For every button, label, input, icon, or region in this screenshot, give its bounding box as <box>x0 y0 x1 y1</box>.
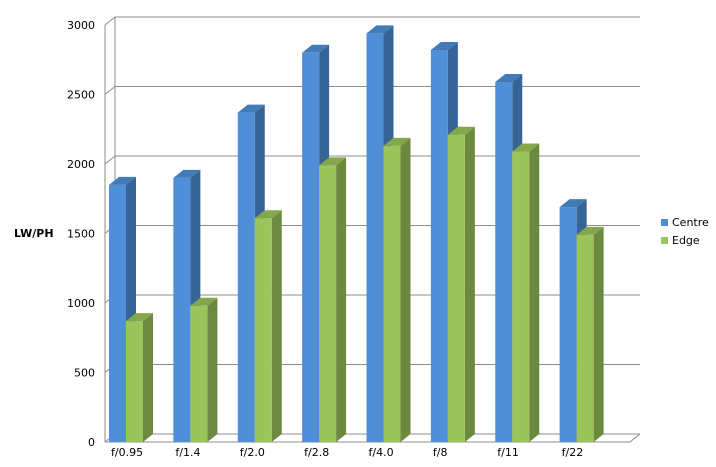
y-tick-label: 500 <box>74 367 95 380</box>
bar-front <box>447 134 465 442</box>
bar-top <box>302 44 330 53</box>
gridline-side <box>104 155 116 165</box>
bar-top <box>109 176 136 185</box>
bar-top <box>495 73 523 82</box>
bar-edge <box>512 143 540 443</box>
bar-front <box>512 151 530 443</box>
bar-top <box>190 297 218 306</box>
bar-edge <box>447 126 475 442</box>
legend-label: Centre <box>672 216 709 229</box>
bar-top <box>559 199 587 208</box>
x-tick-label: f/2.8 <box>304 446 329 459</box>
bar-top <box>237 104 265 113</box>
bar-edge <box>190 297 218 442</box>
bars <box>109 25 604 443</box>
y-tick-label: 1500 <box>67 228 95 241</box>
bar-front <box>126 321 143 442</box>
bar-edge <box>319 157 347 442</box>
bar-front <box>190 305 208 442</box>
x-tick-label: f/4.0 <box>369 446 394 459</box>
legend-swatch <box>661 219 668 226</box>
bar-front <box>109 184 126 442</box>
bar-top <box>126 313 153 322</box>
bar-edge <box>126 313 153 442</box>
bar-front <box>237 112 255 442</box>
x-tick-label: f/1.4 <box>175 446 200 459</box>
bar-side <box>271 210 282 442</box>
bar-side <box>207 297 218 442</box>
bar-edge <box>383 137 411 442</box>
bar-front <box>366 33 384 443</box>
y-axis-ticks: 0 500 1000 1500 2000 2500 3000 <box>67 19 95 449</box>
y-tick-label: 2500 <box>67 89 95 102</box>
bar-top <box>366 25 394 34</box>
bar-front <box>576 234 594 442</box>
legend-label: Edge <box>672 234 700 247</box>
bar-top <box>576 226 604 235</box>
y-tick-label: 0 <box>88 436 95 449</box>
bar-front <box>319 165 337 442</box>
floor-edge <box>629 433 641 443</box>
bar-top <box>383 137 411 146</box>
bar-front <box>383 145 401 442</box>
gridline-side <box>104 16 116 26</box>
bar-top <box>430 42 458 51</box>
bar-top <box>512 143 540 152</box>
bar-front <box>430 50 448 443</box>
bar-front <box>495 81 513 443</box>
legend: Centre Edge <box>661 216 709 247</box>
bar-front <box>302 52 320 443</box>
bar-edge <box>576 226 604 442</box>
bar-side <box>593 226 604 442</box>
y-tick-label: 1000 <box>67 297 95 310</box>
bar-side <box>336 157 347 442</box>
bar-front <box>559 207 577 442</box>
bar-side <box>143 313 153 442</box>
y-tick-label: 3000 <box>67 19 95 32</box>
bar-side <box>400 137 411 442</box>
x-tick-label: f/2.0 <box>240 446 265 459</box>
bar-top <box>254 210 282 219</box>
x-tick-label: f/8 <box>433 446 448 459</box>
bar-top <box>319 157 347 166</box>
gridline-side <box>104 86 116 95</box>
y-tick-label: 2000 <box>67 158 95 171</box>
x-tick-label: f/22 <box>562 446 584 459</box>
x-tick-label: f/0.95 <box>111 446 143 459</box>
bar-front <box>254 218 272 442</box>
x-axis-ticks: f/0.95 f/1.4 f/2.0 f/2.8 f/4.0 f/8 f/11 f/22 <box>111 446 583 459</box>
x-tick-label: f/11 <box>497 446 519 459</box>
bar-side <box>529 143 540 443</box>
bar-top <box>447 126 475 135</box>
bar-side <box>464 126 475 442</box>
bar-top <box>173 169 201 178</box>
bar-edge <box>254 210 282 442</box>
y-axis-label: LW/PH <box>14 227 54 240</box>
legend-swatch <box>661 237 668 244</box>
bar-front <box>173 177 191 442</box>
